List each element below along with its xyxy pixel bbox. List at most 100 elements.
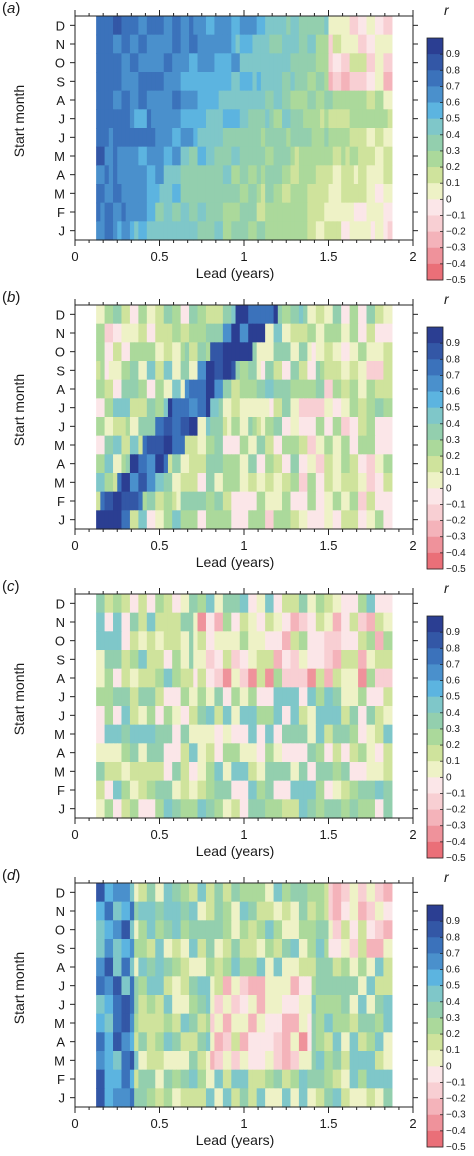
heatmap-cell — [353, 650, 359, 670]
heatmap-cell — [370, 1032, 376, 1052]
heatmap-cell — [134, 221, 139, 241]
heatmap-cell — [104, 435, 110, 455]
heatmap-cell — [307, 612, 313, 632]
heatmap-cell — [172, 995, 177, 1015]
heatmap-cell — [370, 883, 376, 903]
heatmap-cell — [324, 799, 330, 819]
heatmap-cell — [151, 202, 156, 222]
heatmap-cell — [222, 724, 228, 744]
heatmap-cell — [235, 1088, 241, 1108]
heatmap-cell — [142, 202, 148, 222]
heatmap-cell — [205, 510, 211, 530]
heatmap-cell — [227, 165, 232, 185]
heatmap-cell — [129, 16, 135, 36]
heatmap-cell — [248, 165, 254, 185]
heatmap-cell — [248, 976, 254, 996]
heatmap-cell — [176, 976, 182, 996]
heatmap-cell — [282, 342, 287, 362]
y-tick-label: J — [59, 401, 66, 416]
heatmap-cell — [366, 612, 372, 632]
heatmap-cell — [269, 221, 275, 241]
heatmap-cell — [374, 883, 380, 903]
heatmap-cell — [189, 612, 194, 632]
heatmap-cell — [96, 342, 101, 362]
heatmap-cell — [193, 16, 199, 36]
heatmap-cell — [113, 957, 118, 977]
heatmap-cell — [235, 1069, 241, 1089]
heatmap-cell — [180, 435, 186, 455]
heatmap-cell — [324, 435, 330, 455]
heatmap-cell — [184, 109, 190, 129]
heatmap-cell — [260, 706, 266, 726]
heatmap-cell — [336, 1069, 342, 1089]
heatmap-cell — [324, 202, 330, 222]
heatmap-cell — [294, 72, 300, 92]
heatmap-cell — [324, 594, 330, 614]
heatmap-cell — [235, 668, 241, 688]
heatmap-cell — [298, 594, 304, 614]
heatmap-cell — [227, 34, 232, 54]
heatmap-cell — [121, 883, 127, 903]
heatmap-cell — [358, 724, 363, 744]
heatmap-cell — [290, 612, 296, 632]
heatmap-cell — [282, 1013, 287, 1033]
heatmap-cell — [201, 473, 207, 493]
heatmap-cell — [176, 34, 182, 54]
heatmap-cell — [349, 342, 355, 362]
heatmap-cell — [235, 361, 241, 381]
heatmap-cell — [239, 939, 245, 959]
heatmap-cell — [294, 687, 300, 707]
heatmap-cell — [358, 762, 363, 782]
heatmap-cell — [303, 435, 308, 455]
heatmap-cell — [370, 146, 376, 166]
heatmap-cell — [218, 901, 224, 921]
panel-label: (c) — [2, 578, 20, 595]
heatmap-cell — [201, 594, 207, 614]
heatmap-cell — [286, 146, 292, 166]
heatmap-cell — [180, 799, 186, 819]
heatmap-cell — [290, 109, 296, 129]
heatmap-cell — [315, 323, 321, 343]
heatmap-cell — [328, 631, 334, 651]
heatmap-cell — [341, 221, 346, 241]
heatmap-cell — [184, 1032, 190, 1052]
heatmap-cell — [311, 454, 317, 474]
heatmap-cell — [129, 398, 135, 418]
heatmap-cell — [328, 72, 334, 92]
heatmap-cell — [260, 379, 266, 399]
heatmap-cell — [201, 128, 207, 148]
heatmap-cell — [113, 995, 118, 1015]
heatmap-cell — [176, 417, 182, 437]
heatmap-cell — [201, 34, 207, 54]
heatmap-cell — [362, 976, 368, 996]
heatmap-cell — [379, 184, 385, 204]
heatmap-cell — [142, 1032, 148, 1052]
heatmap-cell — [362, 1051, 368, 1071]
heatmap-cell — [134, 1013, 139, 1033]
heatmap-cell — [235, 221, 241, 241]
heatmap-cell — [189, 16, 194, 36]
heatmap-cell — [244, 799, 249, 819]
heatmap-cell — [282, 398, 287, 418]
heatmap-cell — [379, 939, 385, 959]
heatmap-cell — [290, 901, 296, 921]
heatmap-cell — [205, 361, 211, 381]
heatmap-cell — [341, 612, 346, 632]
heatmap-cell — [307, 510, 313, 530]
heatmap-cell — [320, 939, 325, 959]
heatmap-cell — [273, 799, 279, 819]
heatmap-cell — [269, 72, 275, 92]
heatmap-cell — [374, 901, 380, 921]
heatmap-cell — [349, 724, 355, 744]
heatmap-cell — [197, 976, 203, 996]
heatmap-cell — [129, 780, 135, 800]
heatmap-cell — [341, 417, 346, 437]
heatmap-cell — [113, 146, 118, 166]
heatmap-cell — [353, 323, 359, 343]
heatmap-cell — [235, 687, 241, 707]
heatmap-cell — [265, 454, 270, 474]
heatmap-cell — [155, 883, 161, 903]
heatmap-cell — [379, 128, 385, 148]
heatmap-cell — [184, 417, 190, 437]
heatmap-cell — [370, 72, 376, 92]
